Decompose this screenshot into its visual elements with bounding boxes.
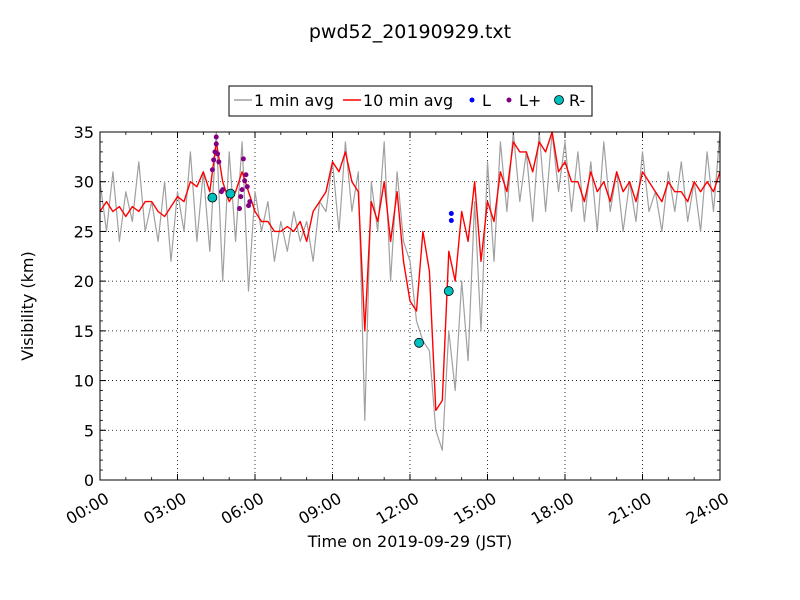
marker-rminus [207,192,218,203]
y-tick-label: 15 [74,322,94,341]
marker-lplus [246,203,252,209]
y-tick-label: 35 [74,123,94,142]
y-tick-label: 10 [74,372,94,391]
y-tick-label: 0 [84,471,94,490]
marker-lplus [240,156,246,162]
marker-rminus [443,286,454,296]
marker-l [448,217,454,223]
plot-background [100,132,720,480]
legend-label-10min: 10 min avg [363,91,453,110]
marker-lplus [215,151,221,157]
grid-layer [100,132,720,480]
series-layer [99,131,721,451]
y-tick-label: 5 [84,421,94,440]
marker-lplus [244,184,250,190]
tick-layer [99,131,721,481]
legend-label-rminus: R- [569,91,585,110]
y-tick-label: 25 [74,222,94,241]
marker-lplus [242,178,248,184]
legend-marker-l [469,97,475,103]
y-tick-label: 30 [74,173,94,192]
marker-lplus [216,159,222,165]
plot-area [99,131,721,481]
y-axis-label: Visibility (km) [18,251,37,360]
marker-lplus [213,141,219,147]
marker-lplus [238,194,244,200]
marker-lplus [209,167,215,173]
legend-label-l: L [482,91,491,110]
marker-lplus [237,206,242,212]
legend: 1 min avg 10 min avg L L+ R- [228,85,593,117]
y-tick-label: 20 [74,272,94,291]
legend-label-1min: 1 min avg [254,91,334,110]
y-tick-labels: 0 5 10 15 20 25 30 35 [74,123,94,490]
marker-layer [207,134,454,348]
chart-title: pwd52_20190929.txt [309,21,511,43]
marker-l [448,211,454,217]
marker-lplus [239,187,245,193]
legend-label-lplus: L+ [519,91,541,110]
marker-rminus [225,188,236,199]
legend-marker-rminus [554,95,564,105]
marker-rminus [414,337,424,348]
legend-marker-lplus [506,97,512,103]
marker-lplus [211,157,217,163]
marker-lplus [220,187,226,193]
series-line-10min-avg [99,131,721,412]
marker-lplus [243,172,249,178]
x-axis-label: Time on 2019-09-29 (JST) [307,532,512,551]
marker-lplus [213,134,219,140]
legend-box [228,85,593,117]
marker-lplus [247,199,253,205]
